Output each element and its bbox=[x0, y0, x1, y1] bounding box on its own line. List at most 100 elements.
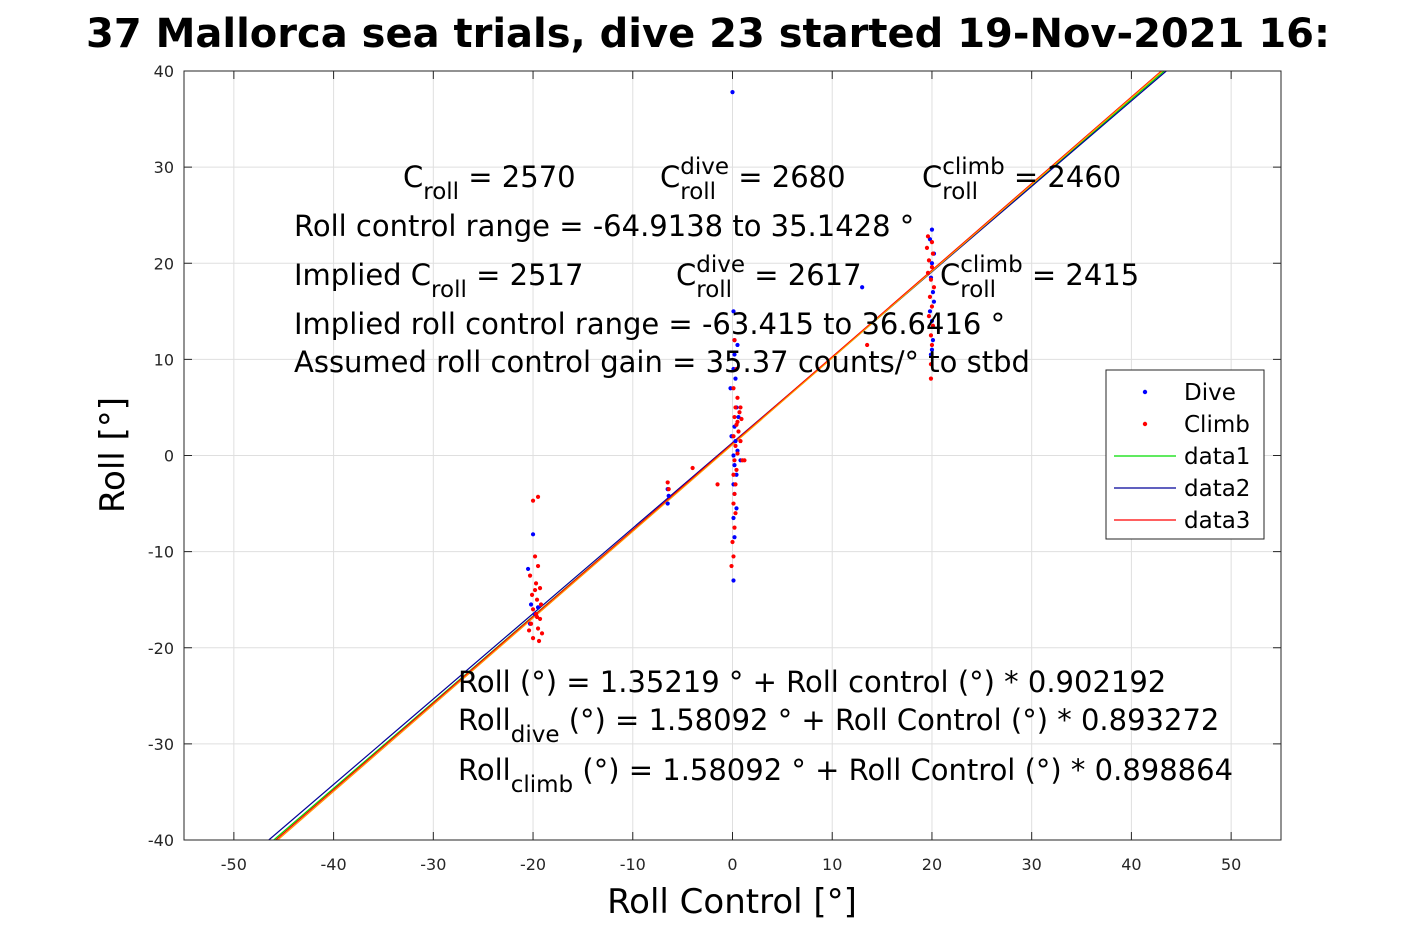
climb-point bbox=[535, 626, 541, 631]
annotation-implied-c-roll-dive: Cdive roll = 2617 bbox=[676, 252, 862, 303]
climb-point bbox=[732, 525, 737, 530]
annotation-base: C bbox=[940, 258, 960, 292]
annotation-base: C bbox=[922, 160, 942, 194]
x-tick-label: 40 bbox=[1121, 855, 1141, 874]
climb-point bbox=[928, 376, 934, 381]
annotation-sup: climb bbox=[942, 154, 1004, 180]
dive-point bbox=[528, 602, 534, 607]
climb-point bbox=[735, 419, 740, 424]
annotation-sub: roll bbox=[431, 277, 467, 303]
climb-point bbox=[529, 592, 535, 597]
series-layer bbox=[268, 71, 1167, 840]
climb-point bbox=[738, 405, 743, 410]
annotation-implied-range: Implied roll control range = -63.415 to … bbox=[294, 307, 1005, 341]
annotation-rest: = 2680 bbox=[729, 160, 846, 194]
fit-line-data2 bbox=[268, 71, 1167, 840]
fit-line-unnamed bbox=[277, 71, 1163, 840]
climb-point bbox=[526, 628, 532, 633]
dive-point bbox=[930, 289, 936, 295]
y-tick-label: 30 bbox=[154, 158, 174, 177]
climb-point bbox=[930, 323, 936, 328]
dive-point bbox=[734, 506, 739, 511]
annotation-base: Assumed roll control gain = 35.37 counts… bbox=[294, 345, 1030, 379]
climb-point bbox=[929, 240, 935, 245]
dive-point bbox=[733, 376, 738, 381]
legend-item-data3: data3 bbox=[1114, 508, 1250, 534]
x-tick-label: 10 bbox=[822, 855, 842, 874]
x-tick-label: -50 bbox=[221, 855, 247, 874]
climb-point bbox=[736, 429, 741, 434]
legend-label: data1 bbox=[1184, 444, 1250, 470]
dive-point bbox=[929, 261, 935, 266]
annotation-rest: = 2570 bbox=[459, 160, 576, 194]
climb-point bbox=[733, 443, 738, 448]
climb-point bbox=[536, 638, 542, 644]
axis-ticks: -50 -40 -30 -20 -10 0 10 20 30 40 50 -40 -30 -20 -10 0 1… bbox=[148, 62, 1281, 874]
climb-point bbox=[925, 270, 931, 275]
annotation-rest: = 2415 bbox=[1023, 258, 1140, 292]
legend-box bbox=[1105, 369, 1265, 540]
dive-point bbox=[928, 352, 934, 357]
climb-point bbox=[931, 285, 937, 290]
climb-point bbox=[929, 264, 935, 270]
annotation-sub: roll bbox=[680, 179, 716, 205]
dive-point bbox=[732, 352, 737, 357]
annotation-sub: roll bbox=[423, 179, 459, 205]
dive-point bbox=[929, 347, 935, 352]
climb-point bbox=[729, 563, 734, 569]
climb-point bbox=[732, 414, 737, 420]
climb-point bbox=[737, 410, 742, 415]
dive-point bbox=[731, 309, 736, 314]
series-data3-line bbox=[275, 71, 1162, 840]
y-tick-label: 20 bbox=[154, 254, 174, 273]
dive-point bbox=[731, 453, 736, 458]
y-tick-label: 40 bbox=[154, 62, 174, 81]
y-tick-label: 10 bbox=[154, 350, 174, 369]
dive-point bbox=[731, 366, 736, 372]
annotation-base: Roll (°) = 1.35219 ° + Roll control (°) … bbox=[458, 665, 1166, 699]
climb-point bbox=[535, 563, 541, 569]
climb-point bbox=[733, 482, 738, 487]
legend-label: data3 bbox=[1184, 508, 1250, 534]
annotation-range: Roll control range = -64.9138 to 35.1428… bbox=[294, 209, 914, 243]
legend-label: Climb bbox=[1184, 412, 1250, 438]
climb-point bbox=[666, 487, 671, 492]
x-tick-label: -20 bbox=[520, 855, 546, 874]
dive-point bbox=[930, 338, 936, 343]
annotation-gain: Assumed roll control gain = 35.37 counts… bbox=[294, 345, 1030, 379]
climb-point bbox=[735, 451, 740, 456]
dive-point bbox=[929, 318, 935, 324]
climb-point bbox=[534, 597, 540, 602]
climb-point bbox=[734, 366, 739, 372]
annotation-sub: roll bbox=[696, 277, 732, 303]
x-tick-label: -30 bbox=[420, 855, 446, 874]
dive-point bbox=[525, 566, 531, 572]
annotation-rest: = 2617 bbox=[745, 258, 862, 292]
x-tick-label: 20 bbox=[922, 855, 942, 874]
annotations: Croll = 2570 Cdive roll = 2680 Cclimb roll =… bbox=[294, 154, 1233, 798]
climb-point bbox=[927, 294, 933, 299]
annotation-rest: (°) = 1.58092 ° + Roll Control (°) * 0.8… bbox=[559, 703, 1219, 737]
dive-point bbox=[734, 472, 739, 477]
dive-point bbox=[665, 501, 670, 506]
climb-point bbox=[537, 616, 543, 622]
legend-marker bbox=[1142, 421, 1148, 427]
climb-point bbox=[928, 333, 934, 338]
y-tick-label: -10 bbox=[148, 543, 174, 562]
legend-item-data1: data1 bbox=[1114, 444, 1250, 470]
climb-point bbox=[530, 636, 536, 641]
climb-point bbox=[734, 467, 739, 473]
climb-point bbox=[665, 480, 670, 485]
series-climb-points bbox=[526, 234, 937, 644]
y-tick-label: -20 bbox=[148, 639, 174, 658]
climb-point bbox=[739, 416, 744, 422]
climb-point bbox=[733, 405, 738, 410]
climb-point bbox=[535, 494, 541, 499]
legend-label: Dive bbox=[1184, 380, 1236, 406]
annotation-fit-climb: Rollclimb (°) = 1.58092 ° + Roll Control… bbox=[458, 753, 1233, 798]
climb-point bbox=[539, 631, 545, 636]
climb-point bbox=[731, 434, 736, 439]
climb-point bbox=[527, 573, 533, 578]
x-tick-label: -10 bbox=[620, 855, 646, 874]
